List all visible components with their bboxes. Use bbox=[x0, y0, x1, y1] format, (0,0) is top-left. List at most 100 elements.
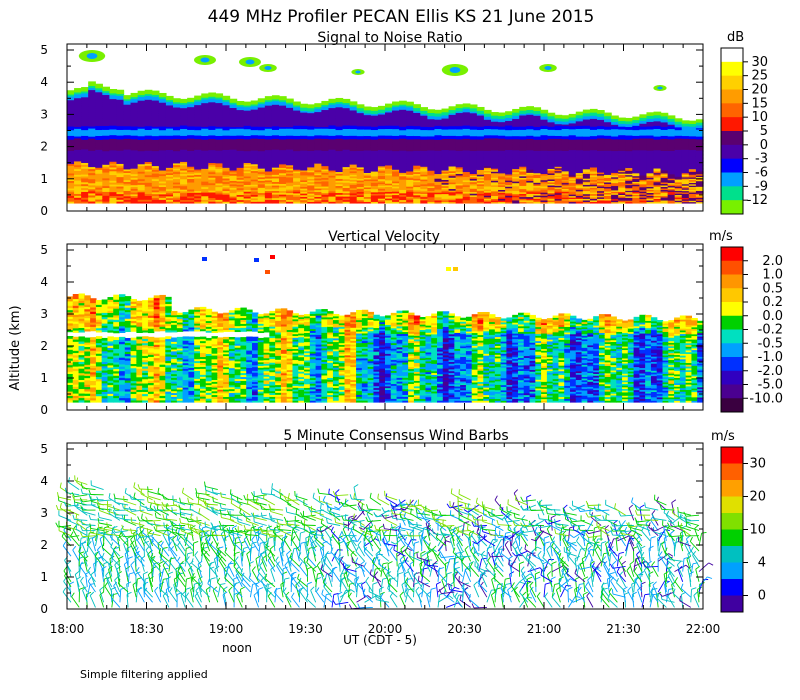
snr-cell bbox=[279, 165, 287, 168]
snr-cell bbox=[363, 167, 372, 170]
snr-cell bbox=[385, 130, 393, 133]
snr-cell bbox=[74, 201, 82, 204]
snr-cell bbox=[271, 97, 280, 100]
snr-cell bbox=[406, 194, 414, 197]
snr-cell bbox=[215, 168, 224, 171]
snr-cell bbox=[321, 155, 330, 158]
snr-cell bbox=[67, 167, 75, 170]
snr-cell bbox=[250, 199, 259, 202]
snr-cell bbox=[88, 117, 96, 121]
snr-cell bbox=[88, 166, 96, 170]
snr-cell bbox=[399, 146, 407, 150]
snr-cell bbox=[243, 147, 252, 150]
snr-cell bbox=[158, 151, 167, 155]
snr-cell bbox=[385, 103, 393, 106]
snr-cell bbox=[370, 131, 379, 134]
snr-cell bbox=[335, 173, 344, 176]
snr-cell bbox=[130, 195, 139, 199]
snr-cell bbox=[271, 176, 280, 179]
snr-cell bbox=[215, 191, 224, 195]
snr-cell bbox=[123, 181, 132, 184]
snr-cell bbox=[392, 189, 400, 192]
snr-cell bbox=[180, 124, 188, 128]
snr-cell bbox=[74, 174, 82, 177]
snr-cell bbox=[229, 166, 238, 169]
snr-cell bbox=[356, 170, 365, 173]
snr-cell bbox=[300, 173, 308, 176]
snr-cell bbox=[137, 135, 146, 139]
snr-cell bbox=[321, 150, 330, 153]
snr-cell bbox=[363, 106, 372, 109]
snr-cell bbox=[144, 155, 153, 159]
snr-cell bbox=[151, 111, 160, 114]
snr-cell bbox=[137, 148, 146, 152]
snr-cell bbox=[335, 152, 344, 155]
snr-cell bbox=[74, 187, 82, 191]
snr-cell bbox=[257, 197, 266, 201]
snr-cell bbox=[151, 178, 160, 182]
snr-cell bbox=[300, 146, 308, 149]
snr-cell bbox=[271, 132, 280, 136]
snr-cell bbox=[123, 167, 132, 170]
snr-cell bbox=[307, 115, 315, 119]
snr-cell bbox=[229, 98, 238, 102]
snr-cell bbox=[356, 201, 365, 204]
snr-cell bbox=[88, 103, 96, 107]
snr-cell bbox=[109, 164, 118, 168]
snr-cell bbox=[356, 138, 365, 142]
snr-cell bbox=[173, 134, 181, 138]
snr-cell bbox=[293, 153, 301, 157]
snr-cell bbox=[187, 199, 195, 202]
snr-cell bbox=[399, 134, 407, 138]
snr-cell bbox=[413, 150, 421, 153]
snr-cell bbox=[293, 104, 301, 108]
snr-cell bbox=[180, 116, 188, 119]
snr-cell bbox=[222, 129, 231, 133]
snr-cell bbox=[356, 150, 365, 153]
snr-cell bbox=[102, 139, 110, 142]
snr-cell bbox=[201, 135, 209, 138]
snr-cell bbox=[286, 114, 294, 117]
snr-cell bbox=[123, 165, 132, 168]
snr-cell bbox=[116, 93, 125, 96]
snr-cell bbox=[222, 113, 231, 117]
snr-cell bbox=[349, 119, 358, 123]
snr-cell bbox=[321, 201, 330, 204]
snr-cell bbox=[165, 186, 174, 190]
snr-cell bbox=[385, 201, 393, 204]
snr-cell bbox=[137, 187, 146, 191]
snr-cell bbox=[180, 104, 188, 107]
snr-cell bbox=[300, 151, 308, 154]
snr-cell bbox=[236, 158, 245, 162]
snr-cell bbox=[144, 180, 153, 183]
snr-cell bbox=[342, 190, 351, 194]
snr-cell bbox=[187, 180, 195, 183]
snr-cell bbox=[180, 178, 188, 181]
snr-cell bbox=[165, 160, 174, 163]
snr-cell bbox=[370, 201, 379, 204]
snr-cell bbox=[222, 111, 231, 115]
snr-cell bbox=[271, 138, 280, 141]
snr-cell bbox=[151, 128, 160, 131]
snr-cell bbox=[95, 185, 103, 188]
snr-cell bbox=[370, 186, 379, 190]
snr-cell bbox=[349, 133, 358, 136]
snr-cell bbox=[95, 85, 103, 89]
snr-cell bbox=[222, 194, 231, 197]
snr-cell bbox=[173, 120, 181, 124]
snr-cell bbox=[279, 153, 287, 156]
snr-cell bbox=[236, 162, 245, 165]
snr-cell bbox=[81, 127, 89, 131]
snr-cell bbox=[286, 102, 294, 105]
snr-cell bbox=[194, 122, 202, 125]
snr-cell bbox=[180, 107, 188, 110]
snr-cell bbox=[208, 105, 216, 108]
snr-cell bbox=[109, 193, 118, 196]
snr-cell bbox=[144, 112, 153, 115]
snr-cell bbox=[165, 108, 174, 111]
snr-cell bbox=[194, 179, 202, 183]
snr-cell bbox=[385, 178, 393, 181]
snr-cell bbox=[144, 199, 153, 202]
snr-cell bbox=[215, 118, 224, 122]
snr-cell bbox=[342, 133, 351, 136]
